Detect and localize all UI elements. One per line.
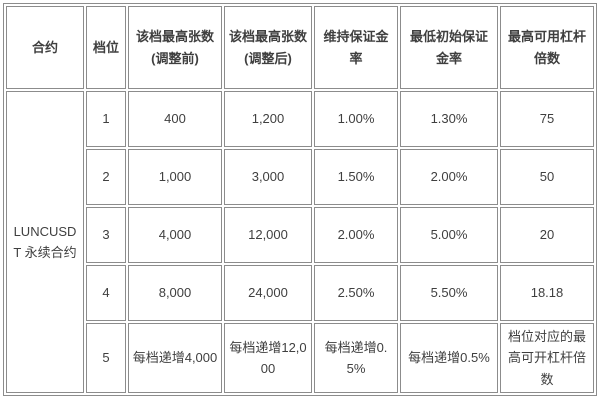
max-leverage-cell: 75 xyxy=(500,91,594,147)
initial-margin-cell: 5.50% xyxy=(400,265,498,321)
max-before-cell: 4,000 xyxy=(128,207,222,263)
header-min-initial-margin-rate: 最低初始保证金率 xyxy=(400,6,498,89)
header-max-leverage: 最高可用杠杆倍数 xyxy=(500,6,594,89)
maintenance-margin-cell: 2.00% xyxy=(314,207,398,263)
max-after-cell: 12,000 xyxy=(224,207,312,263)
header-maintenance-margin-rate: 维持保证金率 xyxy=(314,6,398,89)
initial-margin-cell: 1.30% xyxy=(400,91,498,147)
max-leverage-cell: 20 xyxy=(500,207,594,263)
header-tier: 档位 xyxy=(86,6,126,89)
header-contract: 合约 xyxy=(6,6,84,89)
header-max-contracts-before: 该档最高张数 (调整前) xyxy=(128,6,222,89)
table-header-row: 合约 档位 该档最高张数 (调整前) 该档最高张数 (调整后) 维持保证金率 最… xyxy=(6,6,594,89)
maintenance-margin-cell: 每档递增0.5% xyxy=(314,323,398,394)
max-after-cell: 3,000 xyxy=(224,149,312,205)
table-row-tier-5: 5 每档递增4,000 每档递增12,000 每档递增0.5% 每档递增0.5%… xyxy=(6,323,594,394)
margin-tier-table: 合约 档位 该档最高张数 (调整前) 该档最高张数 (调整后) 维持保证金率 最… xyxy=(3,3,597,397)
max-leverage-cell: 档位对应的最高可开杠杆倍数 xyxy=(500,323,594,394)
tier-cell: 4 xyxy=(86,265,126,321)
table-row-tier-2: 2 1,000 3,000 1.50% 2.00% 50 xyxy=(6,149,594,205)
tier-cell: 5 xyxy=(86,323,126,394)
max-leverage-cell: 50 xyxy=(500,149,594,205)
table-row-tier-3: 3 4,000 12,000 2.00% 5.00% 20 xyxy=(6,207,594,263)
maintenance-margin-cell: 2.50% xyxy=(314,265,398,321)
tier-cell: 1 xyxy=(86,91,126,147)
max-after-cell: 每档递增12,000 xyxy=(224,323,312,394)
maintenance-margin-cell: 1.00% xyxy=(314,91,398,147)
header-max-contracts-after: 该档最高张数 (调整后) xyxy=(224,6,312,89)
tier-cell: 2 xyxy=(86,149,126,205)
max-before-cell: 每档递增4,000 xyxy=(128,323,222,394)
contract-name-cell: LUNCUSDT 永续合约 xyxy=(6,91,84,394)
initial-margin-cell: 5.00% xyxy=(400,207,498,263)
max-before-cell: 8,000 xyxy=(128,265,222,321)
table-row-tier-4: 4 8,000 24,000 2.50% 5.50% 18.18 xyxy=(6,265,594,321)
margin-tier-table-container: 合约 档位 该档最高张数 (调整前) 该档最高张数 (调整后) 维持保证金率 最… xyxy=(3,3,597,397)
tier-cell: 3 xyxy=(86,207,126,263)
maintenance-margin-cell: 1.50% xyxy=(314,149,398,205)
max-before-cell: 1,000 xyxy=(128,149,222,205)
table-row-tier-1: LUNCUSDT 永续合约 1 400 1,200 1.00% 1.30% 75 xyxy=(6,91,594,394)
max-leverage-cell: 18.18 xyxy=(500,265,594,321)
max-before-cell: 400 xyxy=(128,91,222,147)
initial-margin-cell: 2.00% xyxy=(400,149,498,205)
initial-margin-cell: 每档递增0.5% xyxy=(400,323,498,394)
max-after-cell: 24,000 xyxy=(224,265,312,321)
max-after-cell: 1,200 xyxy=(224,91,312,147)
